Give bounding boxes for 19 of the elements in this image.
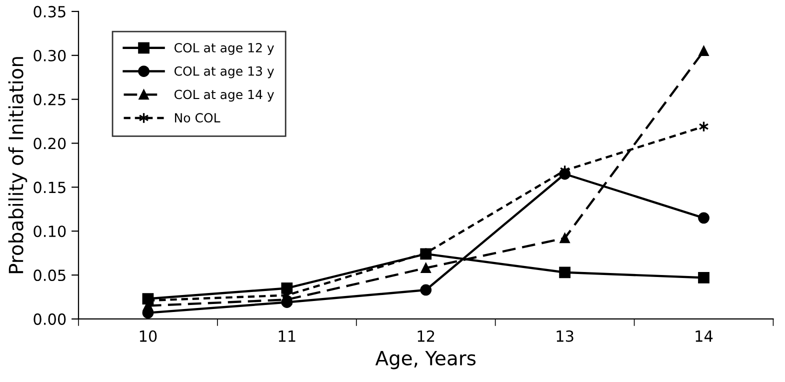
- y-tick-label: 0.15: [34, 182, 66, 194]
- x-tick-label: 10: [140, 330, 157, 342]
- legend-label: No COL: [175, 113, 220, 123]
- y-tick-label: 0.05: [34, 270, 66, 282]
- x-tick-label: 14: [696, 330, 713, 342]
- x-tick-label: 11: [278, 330, 296, 342]
- y-tick-label: 0.10: [34, 226, 66, 238]
- legend-label: COL at age 14 y: [174, 90, 274, 102]
- legend-label: COL at age 13 y: [174, 66, 274, 78]
- y-axis-title: Probability of Initiation: [8, 57, 28, 274]
- x-axis-title: Age, Years: [375, 351, 476, 370]
- x-tick-label: 12: [418, 330, 434, 342]
- y-tick-label: 0.25: [34, 94, 66, 106]
- x-tick-label: 13: [556, 330, 574, 342]
- y-tick-label: 0.20: [34, 138, 66, 150]
- y-tick-label: 0.30: [34, 50, 66, 62]
- y-tick-label: 0.00: [34, 313, 66, 325]
- legend-label: COL at age 12 y: [174, 43, 274, 55]
- y-tick-label: 0.35: [34, 6, 66, 18]
